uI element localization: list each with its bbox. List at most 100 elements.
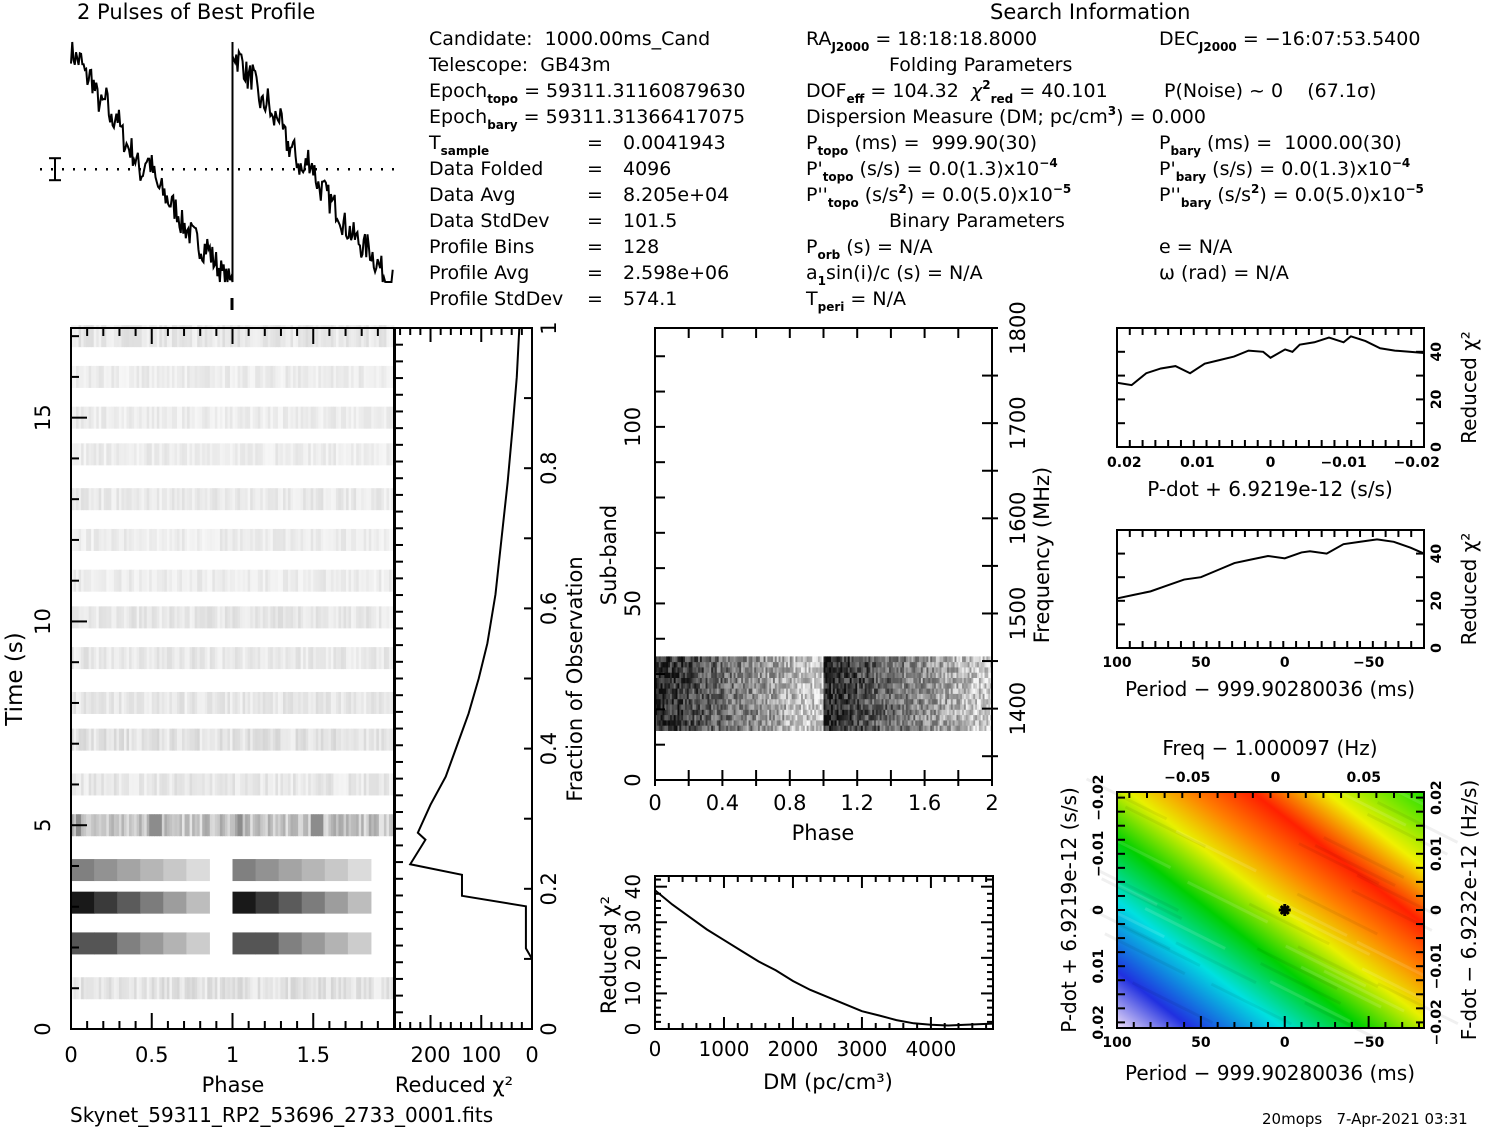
heatmap-cell (726, 693, 729, 700)
heatmap-cell (769, 688, 772, 694)
heatmap-cell (293, 443, 297, 466)
heatmap-cell (729, 677, 733, 684)
heatmap-cell (984, 656, 987, 663)
heatmap-cell (121, 325, 125, 348)
heatmap-cell (956, 698, 959, 705)
heatmap-cell (885, 719, 888, 726)
heatmap-cell (356, 406, 360, 429)
heatmap-cell (363, 691, 367, 714)
heatmap-cell (960, 677, 963, 684)
heatmap-cell (958, 704, 961, 710)
heatmap-cell (366, 728, 370, 751)
heatmap-cell (154, 365, 158, 388)
heatmap-cell (262, 773, 266, 796)
heatmap-cell (356, 691, 360, 714)
heatmap-cell (366, 365, 370, 388)
heatmap-cell (761, 661, 764, 668)
heatmap-cell (277, 443, 281, 466)
heatmap-cell (804, 677, 808, 684)
heatmap-cell (149, 488, 153, 511)
heatmap-cell (898, 698, 901, 705)
heatmap-cell (769, 698, 772, 705)
heatmap-cell (169, 606, 173, 629)
heatmap-cell (699, 677, 703, 684)
y-tick-label: 0.2 (537, 872, 561, 905)
heatmap-cell (947, 672, 950, 678)
heatmap-cell (817, 693, 821, 700)
heatmap-cell (926, 672, 929, 678)
heatmap-cell (217, 773, 221, 796)
heatmap-cell (829, 688, 832, 694)
heatmap-cell (905, 719, 909, 726)
heatmap-cell (787, 672, 791, 678)
heatmap-cell (388, 406, 392, 429)
heatmap-cell (860, 656, 864, 663)
heatmap-cell (139, 773, 143, 796)
heatmap-cell (772, 672, 776, 678)
heatmap-cell (810, 719, 813, 726)
heatmap-cell (275, 488, 279, 511)
heatmap-cell (724, 719, 727, 726)
heatmap-cell (894, 661, 897, 668)
heatmap-cell (778, 693, 781, 700)
heatmap-cell (666, 677, 669, 684)
heatmap-cell (328, 365, 332, 388)
heatmap-cell (907, 719, 911, 726)
heatmap-cell (260, 365, 264, 388)
heatmap-cell (386, 569, 390, 592)
heatmap-cell (265, 606, 269, 629)
heatmap-cell (300, 569, 304, 592)
heatmap-cell (356, 728, 360, 751)
heatmap-cell (889, 672, 892, 678)
heatmap-cell (174, 773, 178, 796)
heatmap-cell (325, 365, 329, 388)
heatmap-cell (169, 773, 173, 796)
heatmap-cell (131, 406, 135, 429)
heatmap-cell (971, 714, 974, 721)
heatmap-cell (686, 688, 690, 694)
heatmap-cell (96, 325, 100, 348)
heatmap-cell (756, 714, 759, 721)
heatmap-cell (864, 688, 867, 694)
heatmap-cell (892, 677, 896, 684)
heatmap-cell (864, 714, 867, 721)
heatmap-cell (973, 725, 976, 731)
heatmap-cell (716, 698, 720, 705)
heatmap-cell (870, 709, 873, 716)
heatmap-cell (823, 677, 826, 684)
heatmap-cell (958, 714, 961, 721)
heatmap-cell (954, 672, 957, 678)
heatmap-cell (879, 725, 882, 731)
heatmap-cell (684, 667, 688, 673)
heatmap-cell (752, 677, 755, 684)
heatmap-cell (141, 606, 145, 629)
heatmap-cell (252, 406, 256, 429)
x-tick-label: 100 (461, 1043, 501, 1067)
heatmap-cell (341, 365, 345, 388)
heatmap-cell (343, 528, 347, 551)
heatmap-cell (872, 677, 875, 684)
heatmap-cell (958, 682, 961, 689)
heatmap-cell (748, 725, 751, 731)
heatmap-cell (742, 709, 746, 716)
heatmap-cell (335, 569, 339, 592)
heatmap-cell (793, 672, 796, 678)
dm-value: ) = 0.000 (1116, 106, 1206, 128)
heatmap-cell (126, 528, 130, 551)
heatmap-cell (113, 647, 117, 670)
heatmap-cell (823, 682, 826, 689)
heatmap-cell (870, 714, 873, 721)
heatmap-cell (161, 728, 165, 751)
heatmap-cell (956, 661, 959, 668)
heatmap-cell (73, 728, 77, 751)
heatmap-cell (883, 688, 886, 694)
heatmap-cell (267, 406, 271, 429)
heatmap-cell (937, 698, 940, 705)
heatmap-cell (896, 725, 899, 731)
y-tick-label: 10 (621, 981, 645, 1006)
heatmap-cell (123, 488, 128, 511)
heatmap-cell (716, 693, 720, 700)
heatmap-cell (98, 528, 102, 551)
heatmap-cell (933, 688, 937, 694)
heatmap-cell (179, 443, 183, 466)
